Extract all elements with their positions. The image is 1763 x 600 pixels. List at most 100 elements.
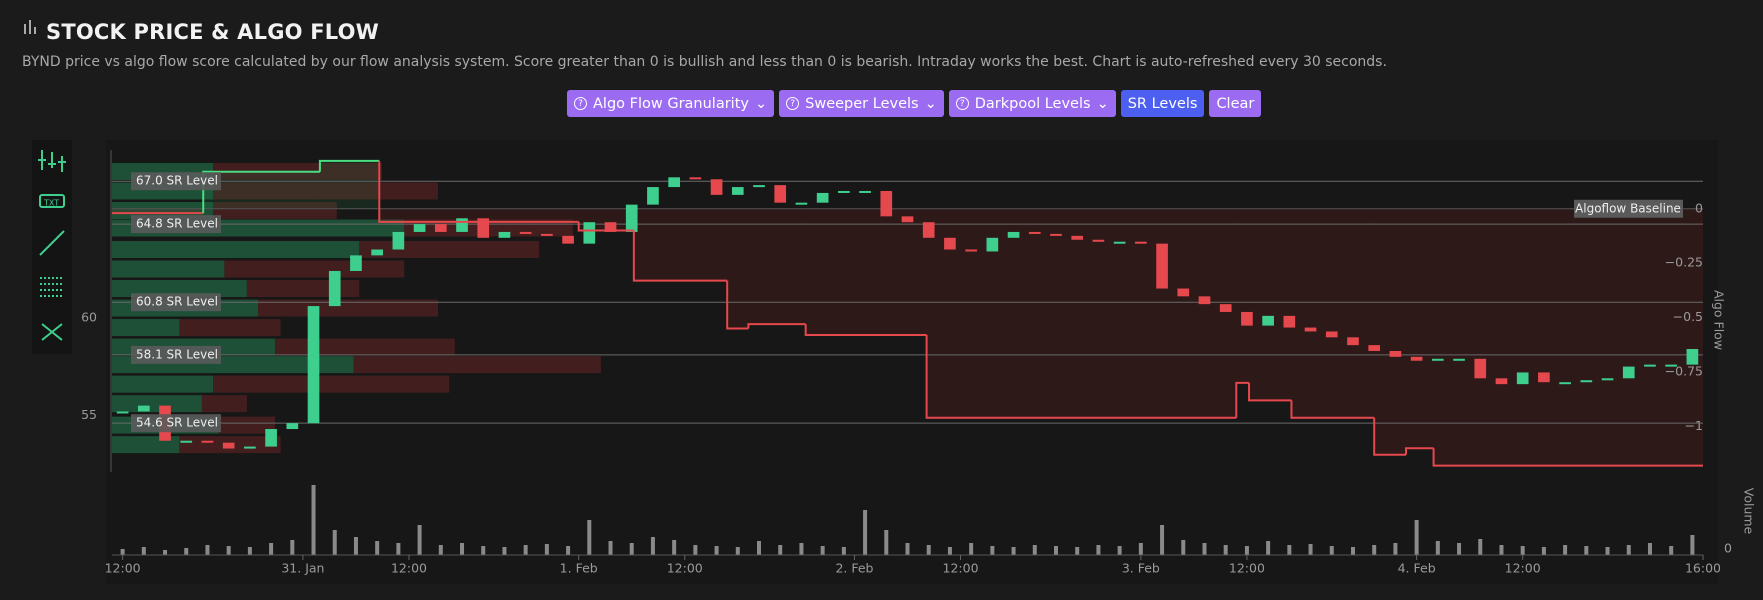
profile-sell — [213, 375, 450, 393]
volume-bar — [438, 545, 443, 555]
volume-bar — [523, 545, 528, 555]
volume-bar — [1053, 546, 1058, 555]
sweeper-button[interactable]: ? Sweeper Levels ⌄ — [779, 90, 944, 117]
clear-button[interactable]: Clear — [1209, 90, 1262, 117]
candle — [1644, 364, 1656, 367]
volume-bar — [396, 543, 401, 555]
tool-fib[interactable] — [40, 277, 64, 297]
y2-tick-label: −1 — [1685, 418, 1703, 433]
candle — [1219, 304, 1232, 312]
profile-sell — [274, 338, 455, 356]
volume-bar — [1478, 539, 1483, 555]
volume-bar — [1202, 543, 1207, 555]
x-tick-label: 2. Feb — [835, 561, 873, 576]
candle — [116, 411, 129, 414]
y2-tick-label: 0 — [1695, 200, 1703, 215]
volume-bar — [460, 543, 465, 555]
algo-line — [726, 280, 749, 330]
volume-bar — [502, 547, 507, 555]
volume-bar — [1393, 543, 1398, 555]
algo-area — [319, 160, 380, 209]
volume-bar — [1181, 540, 1186, 555]
candle — [286, 423, 299, 430]
algo-line — [378, 160, 579, 223]
darkpool-button[interactable]: ? Darkpool Levels ⌄ — [948, 90, 1116, 117]
button-label: Darkpool Levels — [974, 95, 1091, 112]
baseline-label-bg — [1574, 199, 1683, 218]
algo-line — [577, 221, 634, 232]
candle — [986, 237, 999, 252]
candle — [222, 442, 235, 449]
algo-area — [1249, 208, 1292, 401]
candle — [1028, 231, 1041, 234]
sr-label: 58.1 SR Level — [136, 347, 218, 361]
volume-bar — [884, 530, 889, 555]
candle — [1113, 241, 1126, 244]
algo-line — [318, 159, 380, 172]
candle — [1474, 358, 1487, 379]
candle — [1389, 350, 1402, 357]
algo-area — [1374, 208, 1407, 455]
volume-bar — [799, 543, 804, 555]
volume-bar — [1584, 546, 1589, 555]
volume-bar — [1117, 546, 1122, 555]
volume-bar — [1563, 545, 1568, 555]
volume-bar — [926, 545, 931, 555]
volume-bar — [1244, 546, 1249, 555]
candle — [265, 429, 277, 447]
candle — [1601, 378, 1614, 381]
candle — [965, 249, 977, 252]
volume-bar — [1414, 520, 1419, 555]
algo-area — [748, 208, 806, 325]
algo-area — [379, 208, 579, 222]
tool-indicators[interactable] — [38, 150, 66, 172]
y2-axis-title: Algo Flow — [1712, 290, 1727, 350]
x-tick-label: 31. Jan — [281, 561, 324, 576]
sr-levels-button[interactable]: SR Levels — [1120, 90, 1205, 117]
volume-bar — [1520, 546, 1525, 555]
x-tick-label: 16:00 — [1685, 561, 1721, 576]
y-tick-label: 60 — [81, 309, 97, 324]
volume-bar — [1266, 541, 1271, 555]
volume-bar — [269, 543, 274, 555]
candle — [625, 204, 638, 232]
volume-bar — [990, 546, 995, 555]
volume-bar — [693, 545, 698, 555]
volume-bar — [417, 525, 422, 555]
candle — [201, 440, 214, 443]
profile-sell — [224, 260, 405, 278]
x-tick-label: 12:00 — [1229, 561, 1265, 576]
candle — [1559, 382, 1571, 385]
granularity-button[interactable]: ? Algo Flow Granularity ⌄ — [567, 90, 775, 117]
volume-bar — [205, 545, 210, 555]
algo-area — [727, 208, 749, 329]
volume-bar — [1329, 546, 1334, 555]
chart-icon — [24, 20, 36, 34]
sr-label-bg — [131, 293, 221, 312]
algo-line — [202, 170, 320, 214]
algo-line — [925, 335, 1237, 419]
controls: ? Algo Flow Granularity ⌄ ? Sweeper Levels ⌄… — [567, 90, 1262, 117]
candle — [328, 270, 341, 307]
button-label: Algo Flow Granularity — [593, 95, 749, 112]
tool-fullscreen[interactable] — [41, 323, 63, 341]
volume-bar — [1626, 545, 1631, 555]
tool-line[interactable] — [39, 230, 65, 256]
volume-bar — [184, 548, 189, 555]
candle — [519, 231, 532, 234]
button-label: Clear — [1216, 95, 1255, 112]
candle — [901, 216, 914, 223]
volume-bar — [778, 545, 783, 555]
algo-area — [805, 208, 927, 336]
volume-bar — [820, 546, 825, 555]
profile-buy — [112, 395, 202, 413]
algo-line — [1235, 381, 1250, 418]
candle — [944, 237, 956, 250]
candle — [1410, 356, 1423, 361]
algo-area — [1433, 208, 1703, 466]
tool-text[interactable] — [39, 194, 65, 208]
profile-sell — [258, 299, 438, 317]
sr-label: 67.0 SR Level — [136, 174, 218, 188]
candle — [647, 187, 659, 205]
